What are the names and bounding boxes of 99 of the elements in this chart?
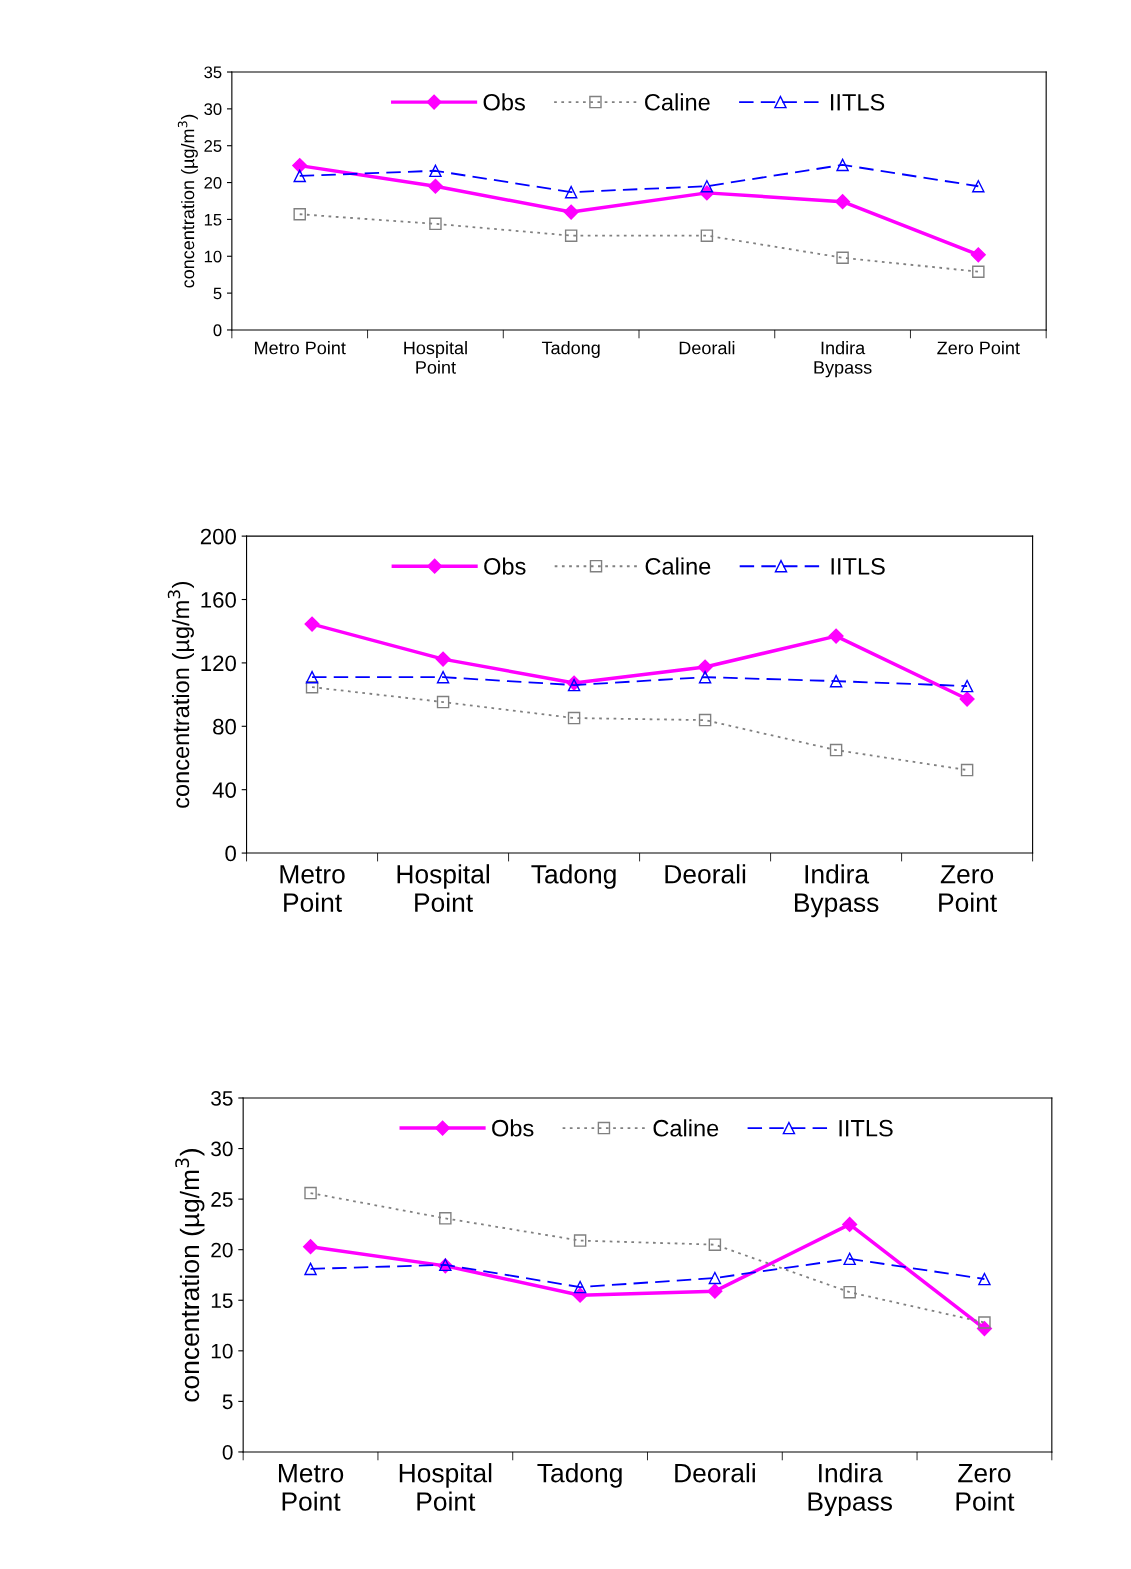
point xyxy=(707,1283,723,1299)
x-tick-label: Deorali xyxy=(679,341,735,355)
legend-label: IITLS xyxy=(831,558,885,575)
y-tick-label: 35 xyxy=(211,1090,233,1106)
x-tick-label: Metro Point xyxy=(278,1464,344,1511)
point xyxy=(828,628,844,644)
legend-label: Obs xyxy=(484,557,526,575)
point xyxy=(304,616,320,632)
point xyxy=(959,691,975,707)
y-tick-label: 200 xyxy=(200,528,236,545)
point xyxy=(572,1287,588,1303)
point xyxy=(698,670,712,684)
x-tick-label: Deorali xyxy=(665,864,746,884)
x-tick-label: Hospital Point xyxy=(404,341,467,374)
legend-label: Caline xyxy=(653,1119,719,1137)
point xyxy=(698,713,712,727)
point xyxy=(304,1186,317,1200)
y-axis-title: concentration (µg/m$^{3}$) xyxy=(177,114,198,288)
y-tick-label: 25 xyxy=(211,1192,233,1207)
legend-label: IITLS xyxy=(839,1119,893,1137)
y-tick-label: 0 xyxy=(213,324,222,337)
x-tick-label: Tadong xyxy=(537,1463,622,1488)
y-tick-label: 0 xyxy=(222,1444,233,1460)
point xyxy=(836,158,849,172)
point xyxy=(960,679,974,693)
point xyxy=(843,1285,856,1299)
legend-label: Obs xyxy=(483,93,525,111)
x-tick-label: Metro Point xyxy=(280,865,345,912)
point xyxy=(708,1238,722,1251)
point xyxy=(436,670,450,684)
point xyxy=(293,208,306,221)
point xyxy=(842,1216,858,1232)
legend-label: Obs xyxy=(492,1119,534,1137)
y-tick-label: 35 xyxy=(204,66,222,79)
x-tick-label: Zero Point xyxy=(956,1464,1015,1511)
legend-label: Caline xyxy=(645,93,710,111)
y-axis-title: concentration (µg/m$^{3}$) xyxy=(167,581,194,808)
point xyxy=(439,1212,452,1225)
point xyxy=(836,251,849,264)
point xyxy=(563,204,579,220)
x-tick-label: Indira Bypass xyxy=(814,341,872,378)
y-tick-label: 15 xyxy=(204,213,222,226)
point xyxy=(304,1262,317,1276)
point xyxy=(972,179,985,193)
x-tick-label: Zero Point xyxy=(937,341,1020,355)
y-tick-label: 15 xyxy=(211,1293,233,1309)
y-tick-label: 20 xyxy=(211,1242,233,1258)
legend-label: IITLS xyxy=(831,93,885,111)
y-tick-label: 5 xyxy=(213,287,222,300)
point xyxy=(978,1272,991,1286)
x-tick-label: Metro Point xyxy=(255,341,346,355)
x-tick-label: Hospital Point xyxy=(397,864,489,912)
point xyxy=(829,674,843,688)
y-tick-label: 10 xyxy=(211,1343,233,1359)
point xyxy=(573,1280,587,1294)
point xyxy=(835,194,851,210)
x-tick-label: Tadong xyxy=(531,864,616,889)
point xyxy=(427,178,444,194)
point xyxy=(564,229,578,242)
x-tick-label: Zero Point xyxy=(939,865,997,912)
point xyxy=(429,217,442,231)
point xyxy=(960,763,974,777)
y-tick-label: 20 xyxy=(204,176,222,189)
legend-label: Caline xyxy=(645,557,711,575)
y-tick-label: 30 xyxy=(211,1141,233,1157)
point xyxy=(305,670,319,684)
point xyxy=(305,680,319,694)
y-tick-label: 120 xyxy=(201,655,236,672)
point xyxy=(436,695,450,709)
x-tick-label: Tadong xyxy=(541,341,600,358)
point xyxy=(564,185,578,199)
point xyxy=(978,1316,991,1329)
point xyxy=(302,1239,319,1255)
y-tick-label: 25 xyxy=(204,140,222,152)
y-tick-label: 40 xyxy=(212,782,236,798)
y-tick-label: 160 xyxy=(201,592,236,608)
x-tick-label: Indira Bypass xyxy=(794,864,879,918)
point xyxy=(567,711,581,725)
point xyxy=(700,179,714,193)
point xyxy=(708,1271,722,1285)
point xyxy=(429,164,442,178)
point xyxy=(843,1252,856,1266)
point xyxy=(972,265,985,278)
point xyxy=(292,158,308,174)
point xyxy=(435,651,451,667)
y-tick-label: 30 xyxy=(204,103,222,116)
point xyxy=(293,169,306,183)
y-axis-title: concentration (µg/m$^{3}$) xyxy=(175,1149,205,1402)
y-tick-label: 5 xyxy=(222,1394,233,1410)
point xyxy=(829,743,843,757)
y-tick-label: 0 xyxy=(225,845,236,862)
point xyxy=(573,1234,587,1247)
x-tick-label: Indira Bypass xyxy=(808,1463,892,1517)
y-tick-label: 10 xyxy=(204,250,222,263)
x-tick-label: Hospital Point xyxy=(399,1463,492,1511)
x-tick-label: Deorali xyxy=(675,1463,755,1483)
point xyxy=(700,229,714,242)
y-tick-label: 80 xyxy=(213,718,236,735)
point xyxy=(970,247,986,263)
